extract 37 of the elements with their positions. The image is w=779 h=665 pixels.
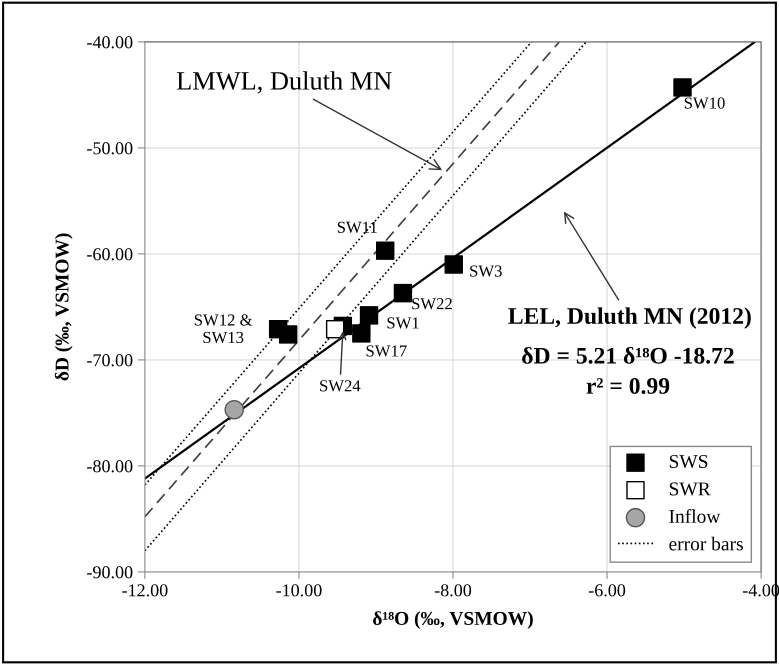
x-tick-label: -8.00 [434,584,472,596]
x-tick-label: -10.00 [276,584,322,596]
annotation: SW12 & SW13 [194,314,252,344]
legend-label: Inflow [669,509,720,523]
annotation: SW10 [684,97,725,109]
y-tick-label: -40.00 [87,36,132,48]
point [278,325,298,344]
point [673,78,692,97]
y-tick-label: -80.00 [87,460,132,472]
point [376,242,394,260]
annotation: r² = 0.99 [586,378,670,394]
annotation: LMWL, Duluth MN [176,71,392,94]
y-tick-label: -90.00 [87,566,132,578]
x-tick-label: -6.00 [588,584,626,596]
point [224,400,244,420]
legend-label: SWR [670,482,711,496]
annotation: δD = 5.21 δ¹⁸O -18.72 [522,346,734,364]
y-axis-title: δD (‰, VSMOW) [54,233,73,380]
point [394,284,412,302]
y-tick-label: -70.00 [87,354,132,366]
legend-label: error bars [669,536,743,550]
y-tick-label: -60.00 [87,248,132,260]
point [360,306,378,325]
annotation: SW17 [366,345,407,357]
annotation: SW22 [412,298,452,310]
annotation: SW11 [338,222,377,233]
annotation: LEL, Duluth MN (2012) [508,307,751,329]
legend-label: SWS [670,454,708,468]
annotation: SW24 [320,380,360,392]
annotation: SW3 [470,265,502,277]
x-axis-title: δ¹⁸O (‰, VSMOW) [373,611,533,629]
x-tick-label: -12.00 [122,584,168,596]
point [444,255,463,274]
point [326,320,344,338]
point [352,324,371,343]
annotation: SW1 [387,317,419,329]
y-tick-label: -50.00 [87,142,132,154]
